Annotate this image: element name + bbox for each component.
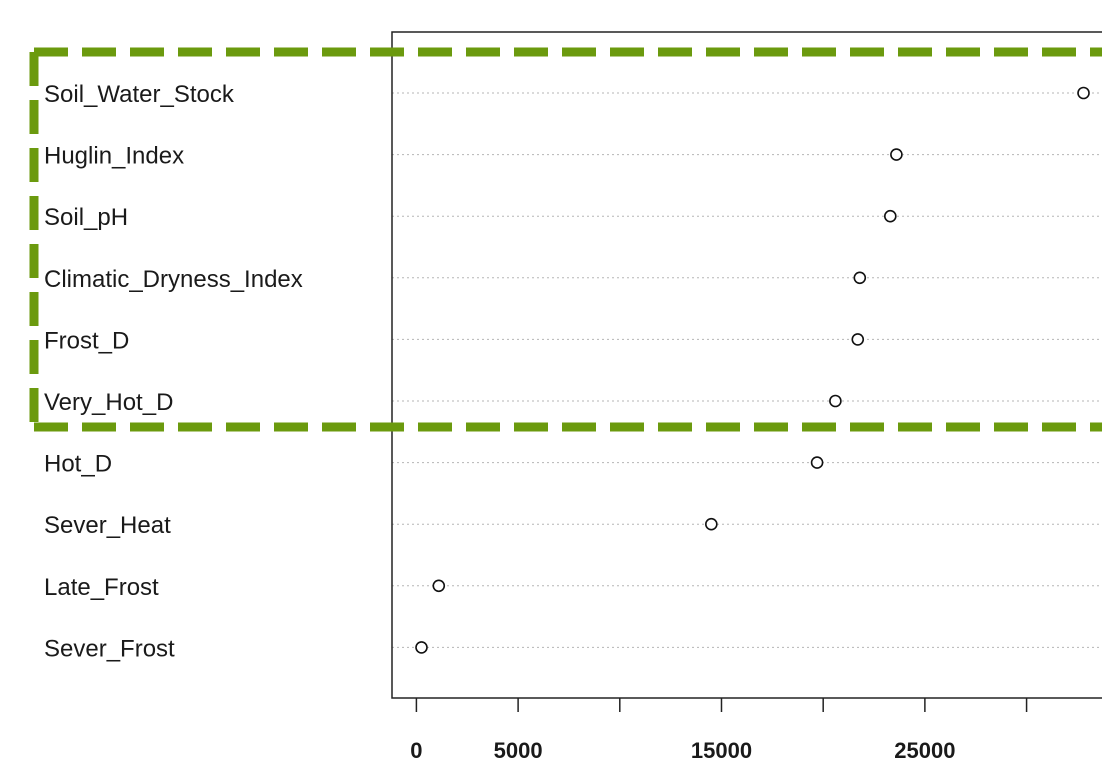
x-axis: 0 5000 15000 25000	[410, 698, 1028, 763]
data-points	[415, 86, 1090, 654]
data-point	[705, 517, 718, 531]
category-label: Sever_Frost	[44, 635, 175, 662]
category-label: Soil_pH	[44, 204, 128, 231]
category-label: Hot_D	[44, 451, 112, 478]
data-point	[1077, 86, 1090, 100]
x-tick-label: 0	[410, 738, 422, 763]
category-label: Frost_D	[44, 327, 129, 354]
data-point	[810, 456, 824, 469]
category-label: Sever_Heat	[44, 512, 171, 539]
data-point	[853, 271, 867, 285]
data-point	[884, 209, 897, 223]
category-label: Very_Hot_D	[44, 389, 173, 416]
data-point	[890, 148, 903, 161]
highlight-box	[29, 47, 1102, 432]
grid-lines	[392, 92, 1102, 648]
data-point	[432, 579, 446, 593]
category-labels: Soil_Water_Stock Huglin_Index Soil_pH Clima…	[44, 81, 303, 662]
category-label: Climatic_Dryness_Index	[44, 266, 303, 293]
data-point	[851, 333, 865, 346]
x-tick-label: 25000	[894, 738, 955, 763]
x-tick-label: 5000	[494, 738, 543, 763]
category-label: Late_Frost	[44, 574, 159, 601]
category-label: Huglin_Index	[44, 143, 184, 170]
category-label: Soil_Water_Stock	[44, 81, 235, 108]
data-point	[415, 641, 428, 654]
data-point	[829, 394, 842, 408]
x-tick-label: 15000	[691, 738, 752, 763]
plot-frame	[391, 31, 1102, 699]
